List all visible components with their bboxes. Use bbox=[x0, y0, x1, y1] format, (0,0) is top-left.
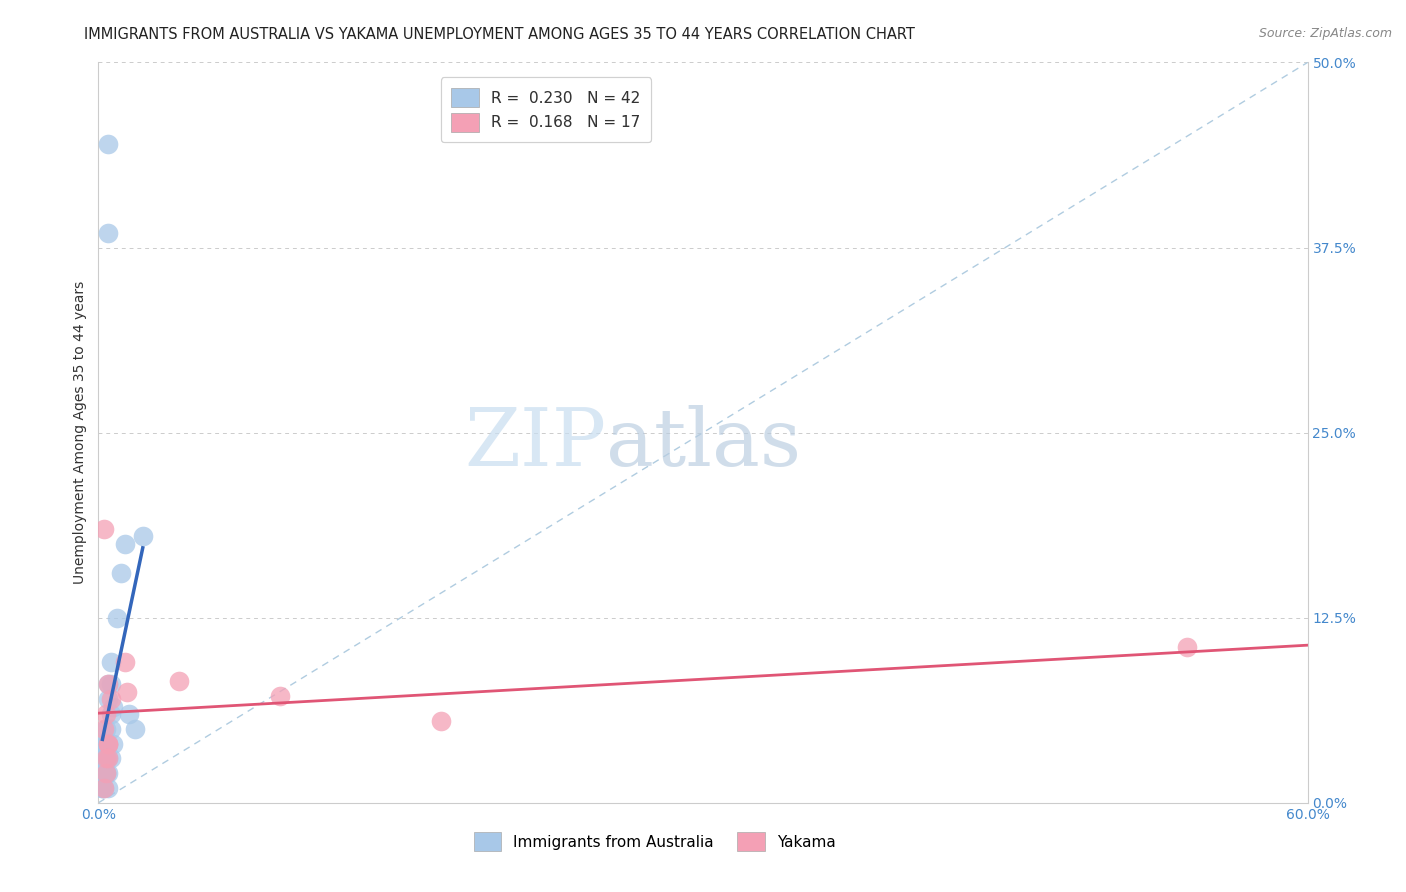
Point bbox=[100, 655, 122, 669]
Point bbox=[97, 751, 120, 765]
Point bbox=[132, 529, 155, 543]
Point bbox=[96, 722, 118, 736]
Point bbox=[93, 766, 115, 780]
Point bbox=[97, 737, 120, 751]
Point bbox=[430, 714, 453, 729]
Point bbox=[96, 766, 118, 780]
Point bbox=[97, 677, 120, 691]
Point bbox=[93, 780, 115, 795]
Point bbox=[96, 737, 118, 751]
Text: Source: ZipAtlas.com: Source: ZipAtlas.com bbox=[1258, 27, 1392, 40]
Point bbox=[100, 722, 122, 736]
Text: atlas: atlas bbox=[606, 405, 801, 483]
Point bbox=[101, 737, 124, 751]
Point bbox=[97, 737, 120, 751]
Point bbox=[96, 751, 118, 765]
Point bbox=[93, 522, 115, 536]
Point bbox=[93, 766, 115, 780]
Text: ZIP: ZIP bbox=[464, 405, 606, 483]
Point bbox=[101, 699, 124, 714]
Point bbox=[114, 536, 136, 550]
Point bbox=[105, 610, 128, 624]
Point bbox=[100, 692, 122, 706]
Point bbox=[96, 766, 118, 780]
Point bbox=[167, 674, 190, 689]
Point bbox=[93, 766, 115, 780]
Point bbox=[96, 706, 118, 721]
Point bbox=[100, 677, 122, 691]
Point bbox=[97, 780, 120, 795]
Point bbox=[100, 751, 122, 765]
Point bbox=[115, 685, 138, 699]
Point bbox=[97, 136, 120, 151]
Point bbox=[97, 692, 120, 706]
Y-axis label: Unemployment Among Ages 35 to 44 years: Unemployment Among Ages 35 to 44 years bbox=[73, 281, 87, 584]
Point bbox=[100, 706, 122, 721]
Text: IMMIGRANTS FROM AUSTRALIA VS YAKAMA UNEMPLOYMENT AMONG AGES 35 TO 44 YEARS CORRE: IMMIGRANTS FROM AUSTRALIA VS YAKAMA UNEM… bbox=[84, 27, 915, 42]
Point bbox=[110, 566, 132, 581]
Point bbox=[269, 689, 291, 703]
Point bbox=[91, 780, 114, 795]
Point bbox=[96, 751, 118, 765]
Point bbox=[93, 751, 115, 765]
Point bbox=[93, 751, 115, 765]
Point bbox=[93, 737, 115, 751]
Point bbox=[114, 655, 136, 669]
Point bbox=[91, 780, 114, 795]
Point bbox=[96, 751, 118, 765]
Point bbox=[96, 737, 118, 751]
Legend: Immigrants from Australia, Yakama: Immigrants from Australia, Yakama bbox=[463, 822, 846, 862]
Point bbox=[91, 766, 114, 780]
Point bbox=[93, 751, 115, 765]
Point bbox=[96, 766, 118, 780]
Point bbox=[124, 722, 146, 736]
Point bbox=[91, 751, 114, 765]
Point bbox=[91, 766, 114, 780]
Point bbox=[97, 737, 120, 751]
Point bbox=[97, 766, 120, 780]
Point bbox=[1175, 640, 1198, 655]
Point bbox=[96, 751, 118, 765]
Point bbox=[97, 226, 120, 240]
Point bbox=[118, 706, 141, 721]
Point bbox=[93, 780, 115, 795]
Point bbox=[97, 677, 120, 691]
Point bbox=[97, 751, 120, 765]
Point bbox=[93, 722, 115, 736]
